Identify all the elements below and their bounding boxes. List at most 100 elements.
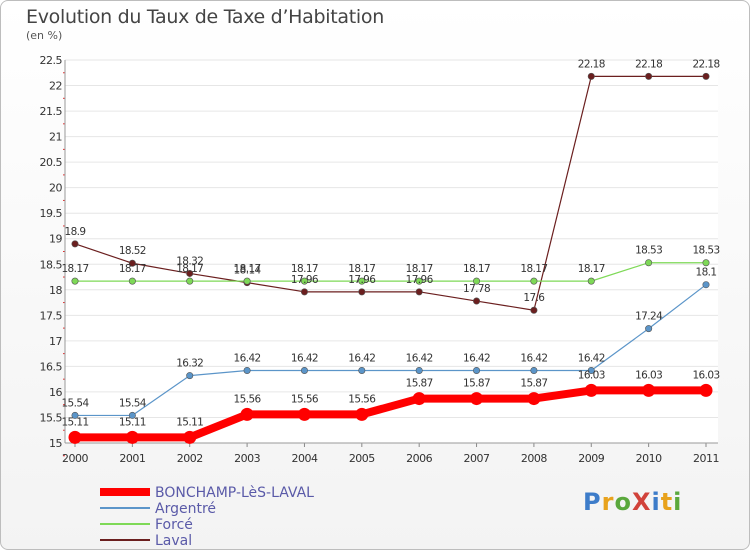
x-tick-label: 2004 — [291, 452, 317, 465]
data-label: 16.03 — [578, 369, 605, 381]
chart-subtitle: (en %) — [26, 29, 63, 42]
x-tick-label: 2008 — [521, 452, 547, 465]
data-point — [128, 259, 136, 267]
y-tick-label: 16 — [49, 386, 62, 399]
data-point — [527, 392, 541, 406]
data-point — [702, 281, 710, 289]
x-tick-label: 2009 — [578, 452, 604, 465]
data-point — [243, 277, 251, 285]
data-label: 18.17 — [176, 263, 203, 275]
data-label: 18.14 — [234, 265, 262, 277]
data-point — [71, 240, 79, 248]
data-point — [71, 411, 79, 419]
y-tick-label: 22 — [49, 80, 62, 93]
data-label: 16.42 — [348, 352, 375, 364]
y-tick-label: 20 — [49, 182, 62, 195]
data-point — [300, 288, 308, 296]
data-point — [645, 325, 653, 333]
data-label: 16.03 — [635, 369, 662, 381]
data-point — [186, 269, 194, 277]
legend-label: BONCHAMP-LèS-LAVAL — [155, 485, 314, 501]
data-point — [473, 366, 481, 374]
y-tick-label: 15.5 — [40, 411, 63, 424]
y-tick-label: 15 — [49, 437, 62, 450]
x-tick-label: 2011 — [693, 452, 719, 465]
data-point — [702, 72, 710, 80]
y-tick-label: 21 — [49, 131, 62, 144]
data-label: 18.32 — [176, 255, 203, 267]
data-point — [128, 277, 136, 285]
data-label: 16.42 — [234, 352, 261, 364]
data-label: 18.17 — [520, 263, 547, 275]
data-point — [645, 259, 653, 267]
x-tick-label: 2001 — [119, 452, 145, 465]
data-labels: 15.11 15.11 15.11 15.56 15.56 15.56 15.87 15.87… — [61, 58, 720, 428]
data-label: 17.96 — [348, 274, 376, 286]
data-label: 15.54 — [61, 397, 89, 409]
x-tick-label: 2005 — [349, 452, 375, 465]
data-point — [358, 277, 366, 285]
data-point — [300, 277, 308, 285]
data-label: 15.56 — [234, 393, 262, 405]
data-point — [530, 366, 538, 374]
y-tick-label: 21.5 — [40, 105, 63, 118]
data-label: 18.17 — [463, 263, 490, 275]
data-point — [125, 430, 139, 444]
data-point — [702, 259, 710, 267]
data-label: 15.54 — [119, 397, 147, 409]
y-tick-label: 18.5 — [40, 258, 63, 271]
data-point — [300, 366, 308, 374]
data-point — [183, 430, 197, 444]
x-tick-label: 2006 — [406, 452, 432, 465]
data-point — [355, 407, 369, 421]
data-label: 16.42 — [463, 352, 490, 364]
data-label: 16.03 — [692, 369, 719, 381]
data-label: 17.6 — [523, 292, 545, 304]
y-tick-label: 20.5 — [40, 156, 63, 169]
data-point — [358, 288, 366, 296]
data-label: 18.17 — [291, 263, 318, 275]
grid-lines — [65, 59, 718, 444]
data-point — [243, 366, 251, 374]
data-label: 18.1 — [696, 267, 717, 279]
data-label: 22.18 — [635, 58, 662, 70]
data-point — [642, 383, 656, 397]
y-tick-label: 16.5 — [40, 360, 63, 373]
data-label: 16.42 — [520, 352, 547, 364]
y-tick-label: 19 — [49, 233, 62, 246]
data-point — [587, 366, 595, 374]
data-point — [68, 430, 82, 444]
data-label: 18.53 — [635, 245, 662, 257]
data-label: 16.42 — [406, 352, 433, 364]
series-line — [74, 75, 706, 311]
data-point — [297, 407, 311, 421]
plot-area — [65, 60, 718, 443]
data-point — [128, 411, 136, 419]
data-label: 17.96 — [291, 274, 319, 286]
data-label: 17.96 — [406, 274, 434, 286]
data-point — [415, 288, 423, 296]
data-point — [699, 383, 713, 397]
data-label: 18.17 — [348, 263, 375, 275]
legend-label: Laval — [155, 533, 192, 549]
data-label: 15.56 — [291, 393, 319, 405]
data-point — [587, 277, 595, 285]
data-point — [415, 366, 423, 374]
data-label: 18.52 — [119, 245, 146, 257]
axes: 15 15.5 16 16.5 17 17.5 18 18.5 19 19.5 20 20.5 21 21… — [40, 54, 720, 465]
data-label: 18.53 — [692, 245, 719, 257]
x-tick-label: 2000 — [62, 452, 88, 465]
data-label: 22.18 — [692, 58, 719, 70]
data-label: 18.9 — [65, 226, 86, 238]
data-label: 16.42 — [291, 352, 318, 364]
legend-label: Argentré — [155, 501, 216, 517]
data-label: 15.87 — [406, 378, 433, 390]
y-tick-label: 19.5 — [40, 207, 63, 220]
data-point — [530, 277, 538, 285]
data-label: 18.17 — [578, 263, 605, 275]
data-point — [645, 72, 653, 80]
proxiti-logo: ProXiti — [583, 488, 683, 516]
data-label: 17.78 — [463, 283, 490, 295]
series-line — [75, 284, 707, 417]
